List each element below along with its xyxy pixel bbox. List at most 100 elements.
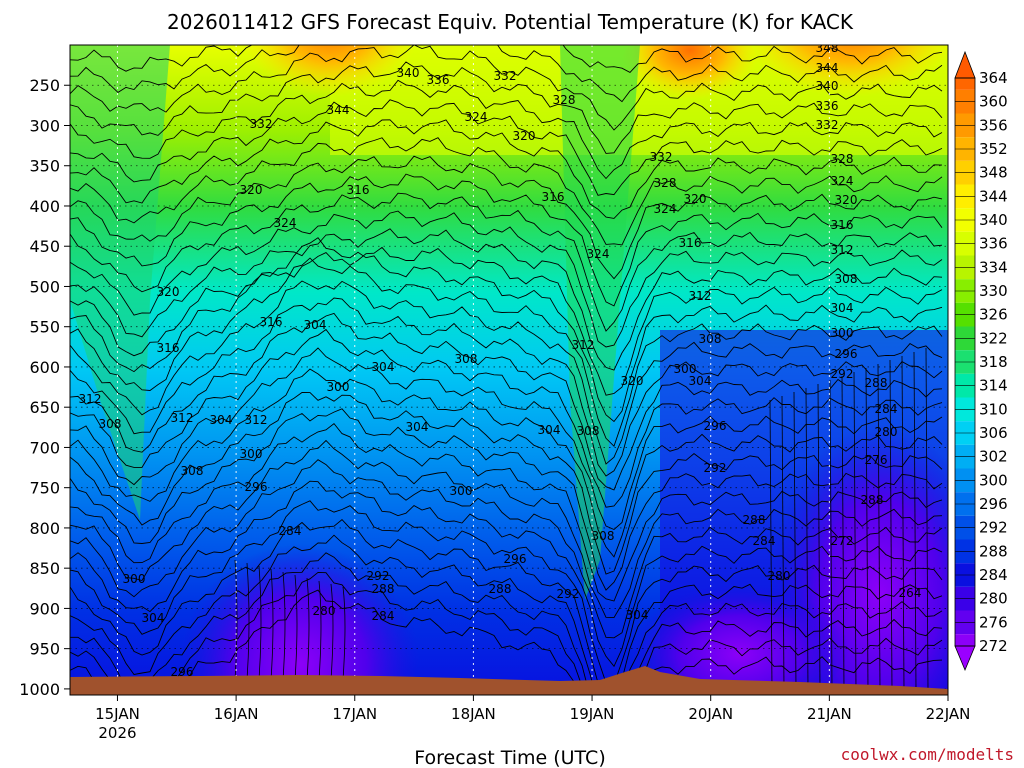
warm-core-2: [740, 45, 948, 125]
y-axis: 250 300 350 400 450 500 550 600 650 700 750 800 850 9…: [19, 76, 70, 699]
contour-label: 296: [704, 419, 727, 433]
x-axis-label: Forecast Time (UTC): [414, 747, 605, 768]
contour-label: 280: [313, 604, 336, 618]
cold-trough-2: [70, 45, 170, 520]
contour-label: 340: [816, 79, 839, 93]
contour-label: 308: [99, 417, 122, 431]
colorbar-label: 352: [979, 140, 1008, 158]
y-tick-label: 700: [29, 438, 60, 457]
contour-line: [330, 583, 334, 681]
contour-label: 320: [157, 285, 180, 299]
colorbar-label: 284: [979, 566, 1008, 584]
contour-label: 276: [865, 453, 888, 467]
contour-label: 292: [557, 587, 580, 601]
contour-label: 344: [327, 103, 350, 117]
colorbar-label: 330: [979, 282, 1008, 300]
colorbar-label: 310: [979, 400, 1008, 418]
y-tick-label: 450: [29, 237, 60, 256]
contour-line: [70, 257, 943, 448]
contour-line: [769, 399, 773, 691]
colorbar-label: 336: [979, 235, 1008, 253]
contour-label: 316: [157, 341, 180, 355]
contour-label: 292: [704, 461, 727, 475]
warm-core-3: [620, 45, 760, 120]
contour-label: 312: [245, 413, 268, 427]
contour-label: 300: [327, 380, 350, 394]
contour-label: 324: [831, 174, 854, 188]
y-tick-label: 900: [29, 599, 60, 618]
cold-core-1: [180, 520, 420, 695]
contour-label: 300: [831, 326, 854, 340]
contour-line: [318, 580, 322, 681]
contour-line: [70, 312, 943, 491]
contour-label: 320: [835, 193, 858, 207]
contour-label: 324: [465, 110, 488, 124]
colorbar-label: 348: [979, 164, 1008, 182]
contour-label: 336: [816, 99, 839, 113]
colorbar-label: 344: [979, 187, 1008, 205]
contour-line: [70, 571, 943, 695]
contour-line: [70, 280, 943, 465]
contour-label: 304: [406, 420, 429, 434]
contour-label: 300: [674, 362, 697, 376]
contour-line: [70, 552, 943, 695]
contour-line: [70, 589, 943, 695]
contour-label: 284: [279, 524, 302, 538]
contour-label: 308: [577, 424, 600, 438]
colorbar-label: 340: [979, 211, 1008, 229]
y-tick-label: 600: [29, 358, 60, 377]
x-tick-label: 22JAN: [926, 705, 971, 723]
credit-text: coolwx.com/modelts: [841, 745, 1014, 764]
contour-label: 320: [513, 129, 536, 143]
contour-line: [70, 155, 943, 280]
colorbar-label: 314: [979, 377, 1008, 395]
contour-line: [70, 45, 943, 73]
colorbar-label: 334: [979, 258, 1008, 276]
contour-line: [793, 391, 797, 691]
contour-label: 296: [504, 552, 527, 566]
contour-line: [306, 577, 310, 681]
contour-line: [70, 347, 943, 531]
x-tick-label: 15JAN: [95, 705, 140, 723]
colorbar-label: 276: [979, 613, 1008, 631]
contour-line: [70, 422, 943, 602]
contour-line: [853, 371, 857, 691]
contour-labels: 3483443403363323283243203163123083043002…: [79, 45, 922, 679]
contour-line: [70, 392, 943, 575]
x-tick-year: 2026: [98, 724, 136, 742]
contour-line: [70, 137, 943, 246]
contour-label: 308: [455, 352, 478, 366]
contour-label: 308: [835, 272, 858, 286]
contour-label: 288: [372, 582, 395, 596]
contour-line: [901, 355, 905, 691]
contour-label: 332: [494, 69, 517, 83]
contour-label: 304: [538, 423, 561, 437]
y-tick-label: 400: [29, 197, 60, 216]
contour-label: 324: [654, 202, 677, 216]
contour-label: 312: [831, 243, 854, 257]
y-tick-label: 650: [29, 398, 60, 417]
contour-line: [258, 565, 262, 681]
colorbar-swatch: [955, 634, 975, 646]
contour-line: [829, 379, 833, 691]
contour-label: 316: [347, 183, 370, 197]
contour-line: [234, 559, 238, 681]
contour-line: [913, 351, 917, 691]
colorbar-label: 296: [979, 495, 1008, 513]
contour-label: 292: [831, 367, 854, 381]
contour-line: [70, 237, 943, 423]
x-tick-label: 17JAN: [332, 705, 377, 723]
colorbar-label: 364: [979, 69, 1008, 87]
y-tick-label: 250: [29, 76, 60, 95]
contour-label: 344: [816, 61, 839, 75]
colorbar-label: 326: [979, 306, 1008, 324]
colorbar-label: 280: [979, 590, 1008, 608]
contour-line: [925, 347, 929, 691]
contour-label: 328: [654, 176, 677, 190]
contour-label: 316: [260, 315, 283, 329]
contour-label: 320: [240, 183, 263, 197]
contour-label: 300: [123, 572, 146, 586]
contour-line: [70, 500, 943, 686]
contour-line: [70, 459, 943, 639]
